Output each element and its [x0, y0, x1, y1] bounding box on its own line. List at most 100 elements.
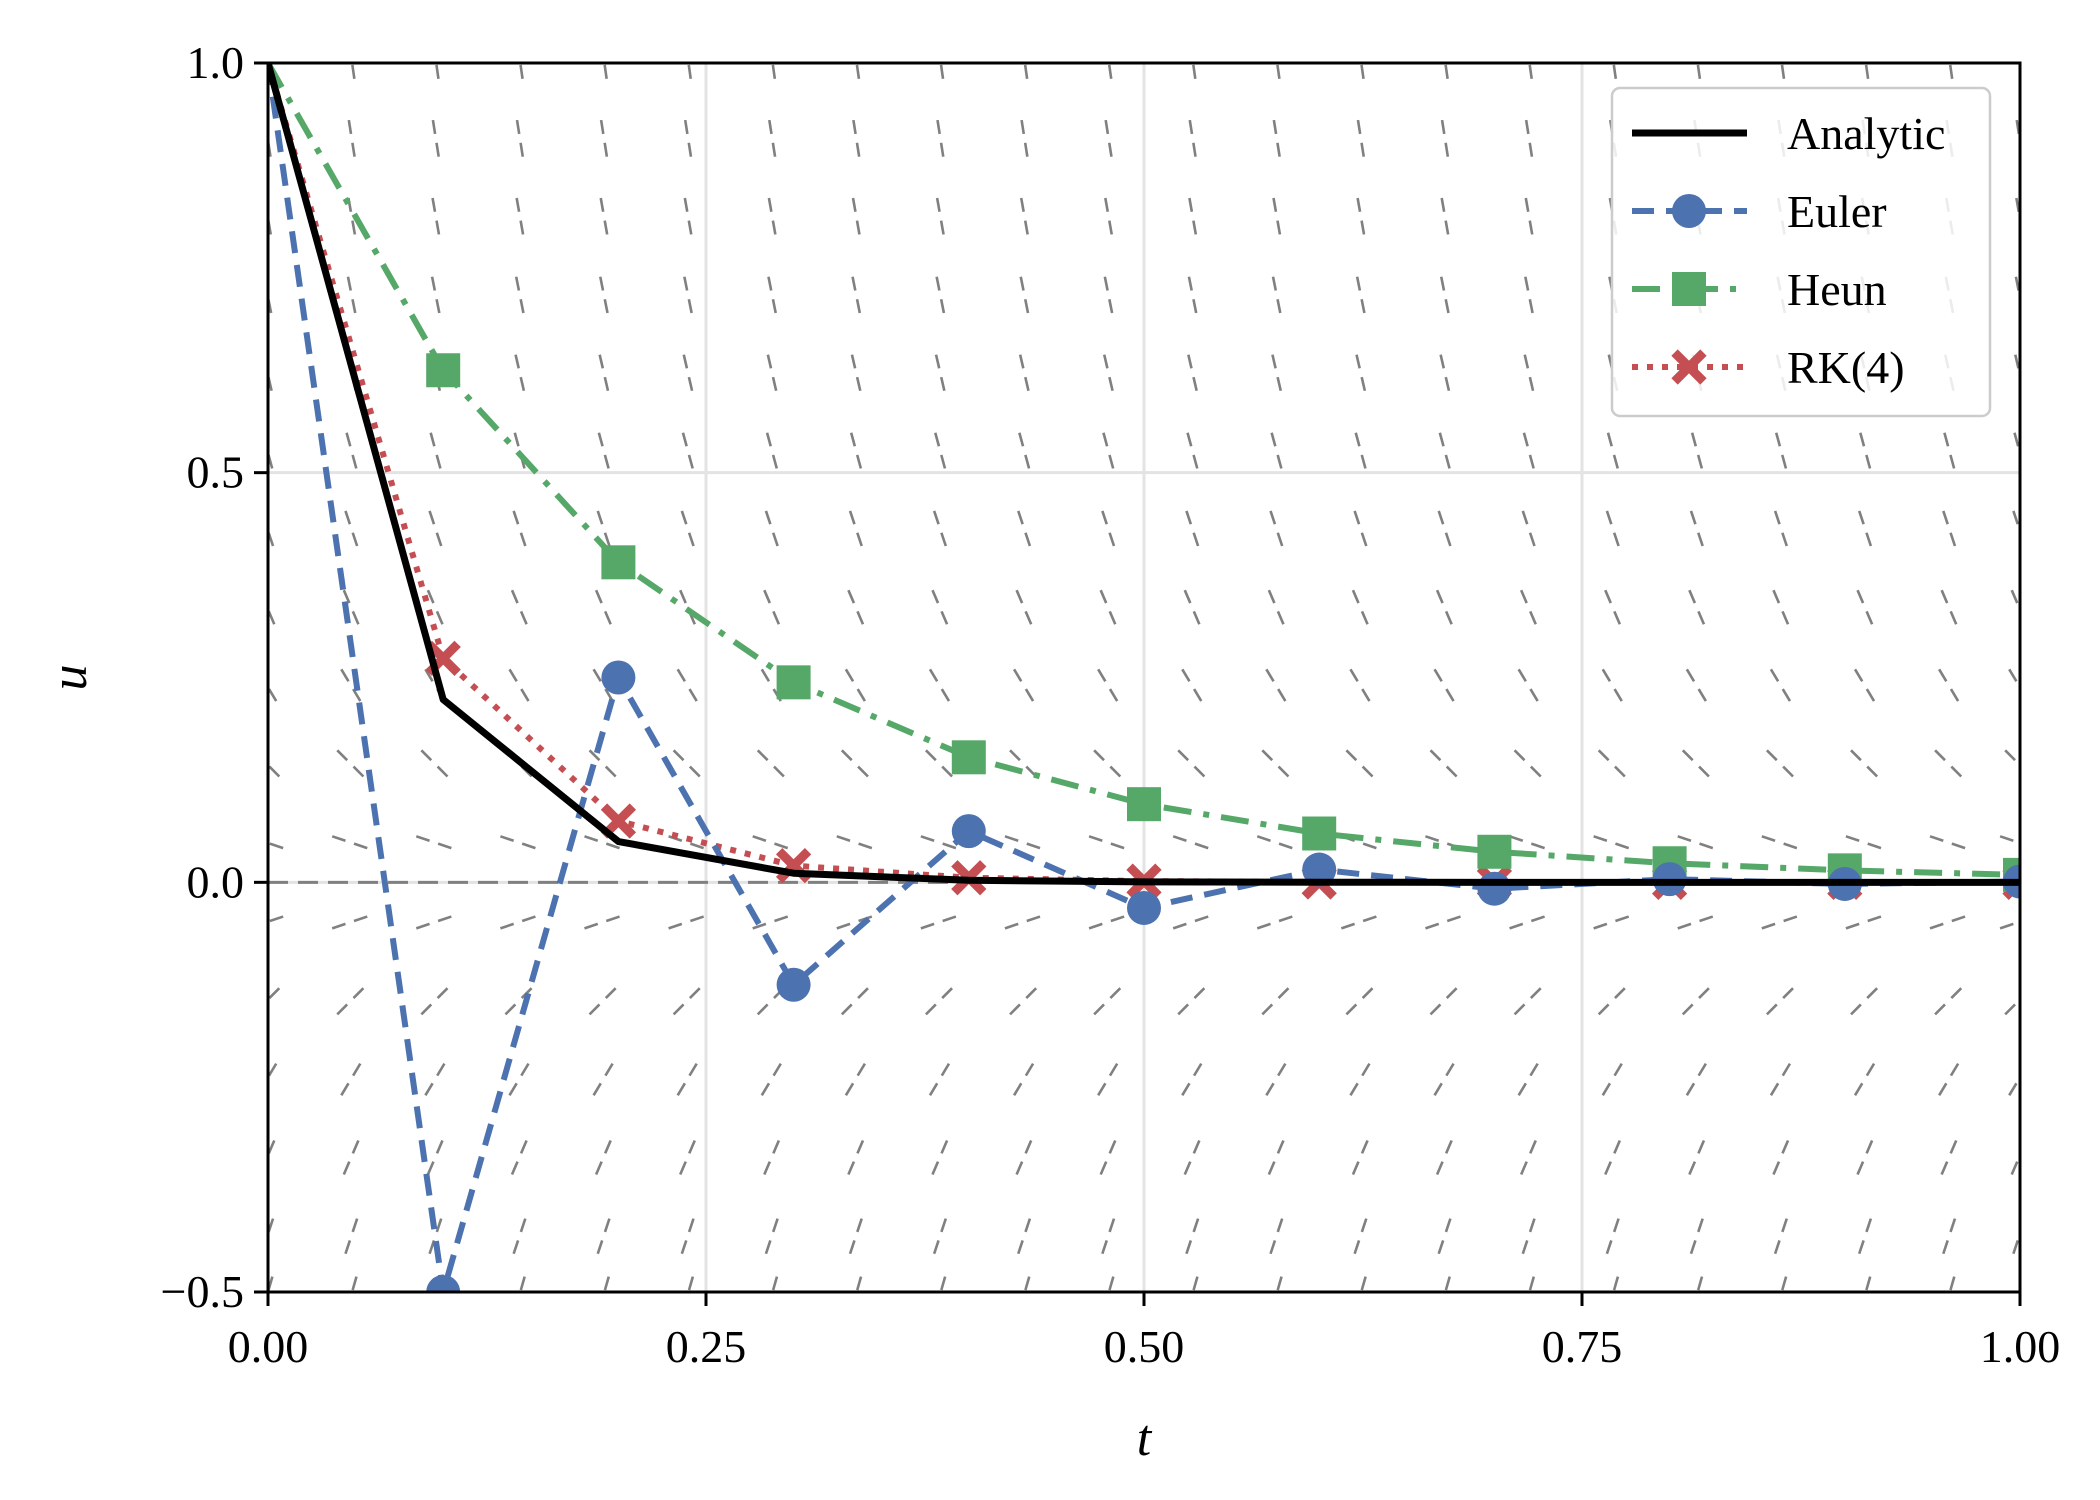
slope-segment [836, 835, 877, 851]
slope-segment [1690, 432, 1705, 474]
slope-segment [268, 369, 274, 396]
slope-segment [1102, 354, 1115, 396]
legend-label: Analytic [1787, 108, 1945, 159]
slope-segment [771, 63, 777, 84]
slope-segment [1435, 1135, 1455, 1175]
slope-segment [683, 197, 694, 240]
slope-segment [1765, 983, 1798, 1016]
slope-segment [1601, 1058, 1626, 1097]
slope-segment [1017, 510, 1033, 552]
slope-segment [1438, 432, 1453, 474]
slope-segment [1099, 1135, 1119, 1175]
slope-segment [1528, 63, 1534, 84]
slope-segment [844, 1058, 869, 1097]
slope-segment [1272, 119, 1282, 162]
slope-segment [849, 432, 864, 474]
slope-segment [347, 119, 357, 162]
slope-segment [767, 197, 778, 240]
slope-segment [1689, 510, 1706, 552]
slope-segment [1521, 1213, 1538, 1255]
slope-segment [1004, 913, 1046, 930]
slope-segment [342, 1135, 362, 1175]
y-axis-label: u [41, 665, 98, 691]
slope-segment [1940, 1135, 1960, 1175]
slope-segment [1677, 913, 1718, 930]
slope-segment [1934, 983, 1966, 1016]
slope-segment [268, 290, 274, 319]
slope-segment [1177, 749, 1209, 781]
slope-segment [1942, 1213, 1958, 1255]
slope-segment [1099, 589, 1119, 630]
slope-segment [1354, 432, 1369, 474]
slope-segment [682, 354, 695, 396]
legend-item-analytic: Analytic [1632, 108, 1945, 159]
slope-segment [1097, 668, 1121, 707]
x-tick-label: 1.00 [1980, 1321, 2061, 1372]
slope-segment [1677, 835, 1718, 851]
slope-segment [2010, 589, 2020, 613]
slope-segment [1681, 983, 1714, 1016]
slope-segment [331, 835, 373, 851]
slope-segment [1845, 835, 1887, 851]
slope-segment [1097, 1058, 1121, 1097]
slope-segment [596, 510, 613, 552]
slope-segment [764, 510, 781, 552]
slope-segment [1093, 983, 1125, 1016]
slope-segment [514, 354, 527, 396]
slope-segment [1929, 835, 1971, 851]
slope-segment [344, 1213, 360, 1255]
slope-segment [1593, 835, 1634, 851]
slope-segment [1012, 1058, 1037, 1097]
slope-segment [1186, 432, 1200, 474]
slope-segment [764, 1213, 781, 1255]
slope-segment [1356, 119, 1366, 162]
slope-segment [935, 276, 947, 319]
slope-segment [420, 749, 452, 781]
slope-segment [1275, 63, 1282, 84]
slope-segment [855, 1271, 864, 1292]
slope-segment [1523, 354, 1536, 396]
slope-segment [1437, 1213, 1454, 1255]
slope-segment [1256, 835, 1298, 851]
slope-segment [920, 913, 962, 930]
slope-segment [268, 132, 273, 162]
slope-segment [2010, 1151, 2020, 1175]
slope-segment [268, 841, 289, 851]
slope-segment [1172, 913, 1214, 930]
slope-segment [1948, 1271, 1957, 1292]
slope-segment [928, 668, 953, 707]
slope-segment [603, 63, 609, 84]
slope-segment [588, 749, 621, 781]
data-point [426, 353, 461, 388]
slope-segment [1101, 1213, 1117, 1255]
slope-segment [676, 1058, 701, 1097]
slope-segment [1765, 749, 1798, 781]
slope-segment [1696, 1271, 1705, 1292]
slope-segment [851, 276, 863, 319]
slope-segment [931, 589, 951, 630]
slope-segment [1267, 1135, 1287, 1175]
slope-segment [1351, 589, 1371, 630]
slope-segment [350, 1271, 360, 1292]
slope-segment [515, 197, 526, 240]
slope-segment [1850, 749, 1882, 781]
slope-segment [1773, 1213, 1790, 1255]
slope-segment [1015, 1135, 1035, 1175]
slope-segment [1856, 1135, 1876, 1175]
slope-segment [1696, 63, 1702, 84]
slope-segment [681, 432, 696, 474]
slope-segment [426, 1135, 446, 1175]
legend-item-euler: Euler [1632, 186, 1887, 237]
slope-segment [1440, 197, 1451, 240]
slope-segment [268, 211, 273, 240]
slope-segment [1688, 1135, 1708, 1175]
slope-segment [1938, 1058, 1962, 1097]
slope-segment [1513, 983, 1546, 1016]
slope-segment [1183, 1135, 1203, 1175]
slope-segment [420, 983, 452, 1016]
slope-segment [844, 668, 869, 707]
slope-segment [760, 668, 785, 707]
slope-segment [928, 1058, 953, 1097]
slope-segment [594, 589, 614, 630]
legend-item-heun: Heun [1632, 264, 1887, 315]
